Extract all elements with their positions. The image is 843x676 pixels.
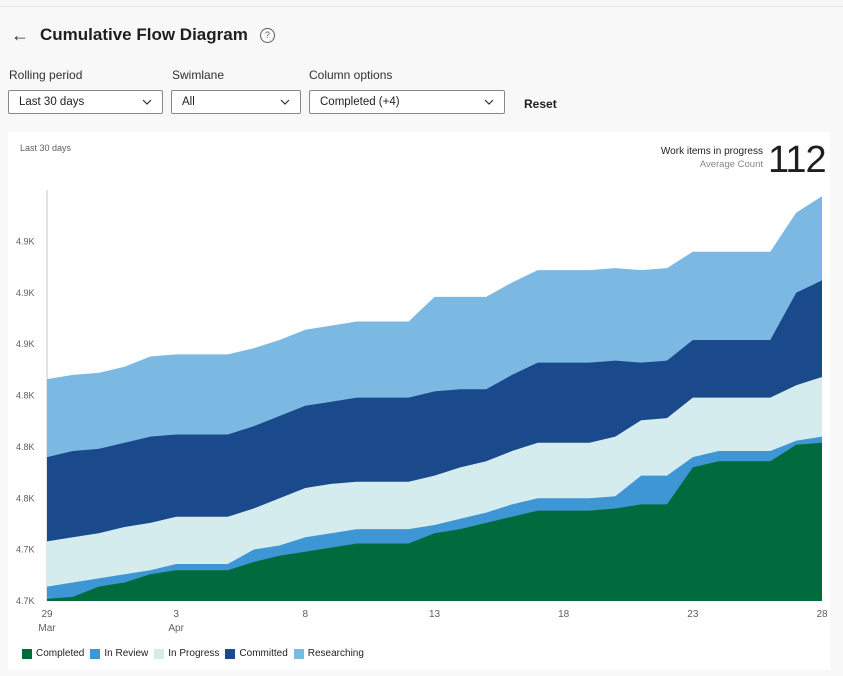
rolling-period-value: Last 30 days <box>19 96 85 108</box>
y-tick-label: 4.8K <box>16 493 35 503</box>
x-tick-label: 8 <box>303 609 309 620</box>
swimlane-label: Swimlane <box>172 68 225 82</box>
x-tick-label: 18 <box>558 609 570 620</box>
legend-label: Completed <box>36 648 85 659</box>
legend-label: In Review <box>104 648 149 659</box>
x-tick-label: 23 <box>687 609 699 620</box>
page-title: Cumulative Flow Diagram <box>40 25 248 44</box>
wip-sublabel: Average Count <box>699 159 763 170</box>
rolling-period-dropdown[interactable]: Last 30 days <box>8 90 163 114</box>
legend-swatch <box>225 648 236 659</box>
x-tick-label: 3 <box>173 609 179 620</box>
legend-swatch <box>22 648 32 659</box>
swimlane-value: All <box>182 96 195 108</box>
rolling-period-label: Rolling period <box>9 68 83 82</box>
x-tick-sublabel: Mar <box>38 623 56 634</box>
legend-label: Researching <box>307 648 364 659</box>
column-options-value: Completed (+4) <box>320 96 400 108</box>
chevron-down-icon <box>280 99 290 105</box>
x-tick-label: 28 <box>816 609 828 620</box>
back-arrow-icon[interactable]: ← <box>11 25 29 45</box>
x-tick-sublabel: Apr <box>168 623 184 634</box>
legend-item[interactable]: Committed <box>225 648 288 659</box>
legend-swatch <box>90 648 101 659</box>
chart-period-label: Last 30 days <box>20 143 72 153</box>
legend-swatch <box>154 648 165 659</box>
x-tick-label: 13 <box>429 609 441 620</box>
y-tick-label: 4.7K <box>16 545 35 555</box>
legend-swatch <box>293 648 304 659</box>
wip-value: 112 <box>768 139 827 181</box>
chevron-down-icon <box>142 99 152 105</box>
y-tick-label: 4.9K <box>16 236 35 246</box>
wip-label: Work items in progress <box>660 146 763 157</box>
chart-legend: Completed In Review In Progress Committed Re… <box>22 648 370 659</box>
legend-item[interactable]: Researching <box>293 648 364 659</box>
y-tick-label: 4.7K <box>16 596 35 606</box>
y-tick-label: 4.8K <box>16 442 35 452</box>
y-tick-label: 4.9K <box>16 339 35 349</box>
legend-label: In Progress <box>168 648 220 659</box>
reset-button[interactable]: Reset <box>524 97 557 111</box>
x-tick-label: 29 <box>41 609 53 620</box>
top-divider <box>0 6 843 7</box>
legend-item[interactable]: In Review <box>90 648 148 659</box>
column-options-label: Column options <box>309 68 393 82</box>
legend-item[interactable]: Completed <box>22 648 84 659</box>
legend-item[interactable]: In Progress <box>154 648 219 659</box>
column-options-dropdown[interactable]: Completed (+4) <box>309 90 505 114</box>
page-header: ← Cumulative Flow Diagram ? <box>10 22 275 48</box>
help-icon[interactable]: ? <box>259 27 275 43</box>
y-tick-label: 4.8K <box>16 391 35 401</box>
legend-label: Committed <box>239 648 288 659</box>
chevron-down-icon <box>484 99 494 105</box>
y-tick-label: 4.9K <box>16 288 35 298</box>
swimlane-dropdown[interactable]: All <box>171 90 301 114</box>
area-completed[interactable] <box>47 442 822 601</box>
